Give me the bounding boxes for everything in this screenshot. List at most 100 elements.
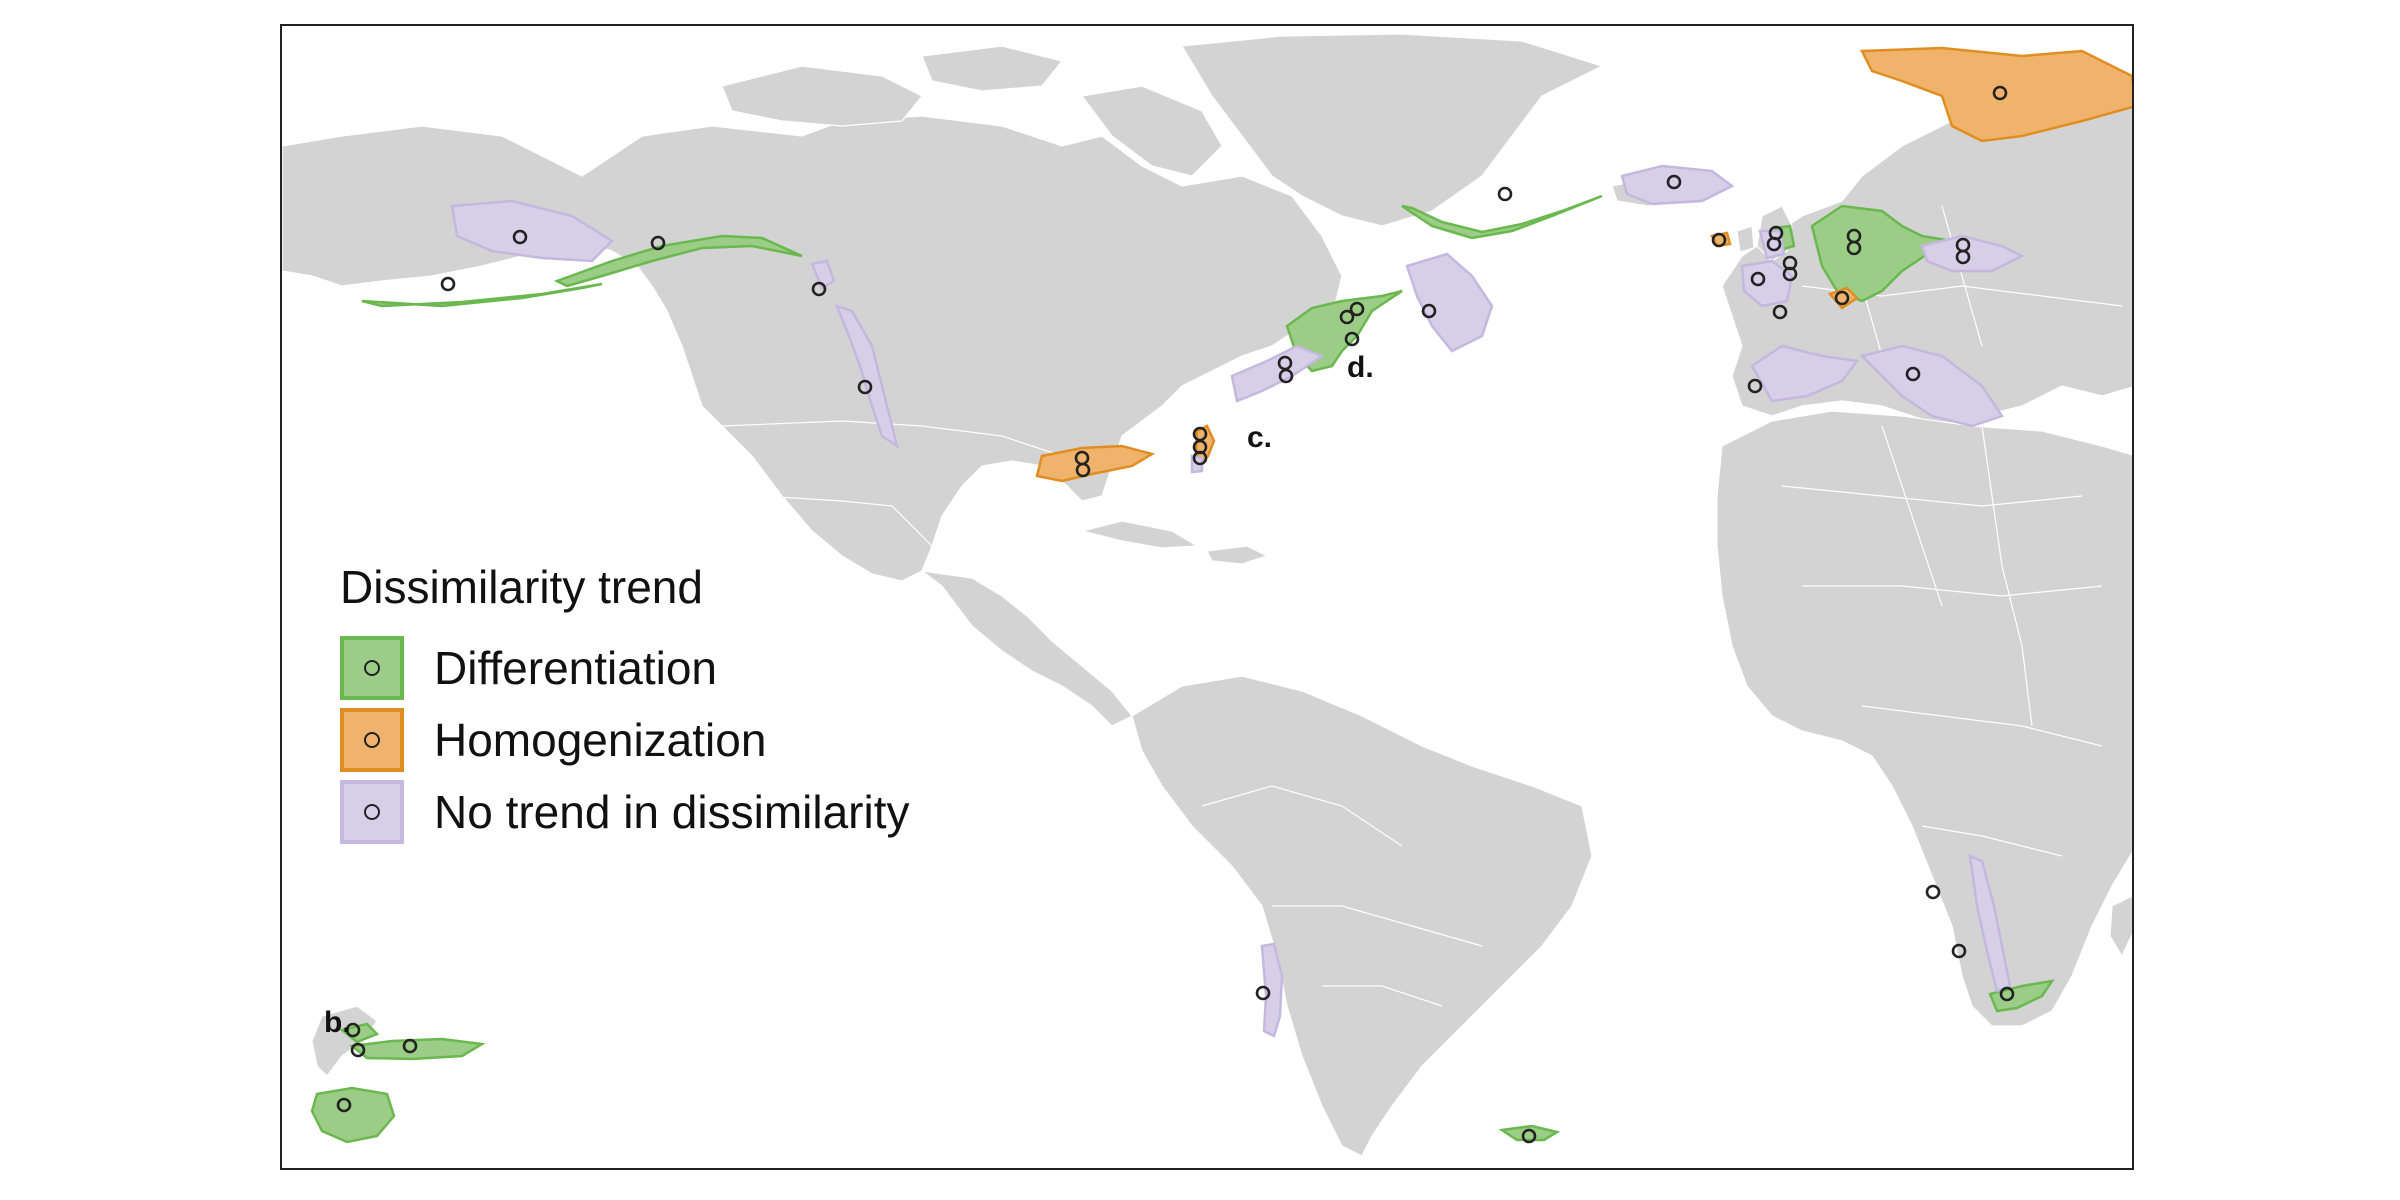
region-newfoundland-shelf [1405,252,1494,353]
border-eu-3 [1941,205,1983,347]
site-no-trend [1955,249,1971,265]
land-central-america [921,570,1133,727]
site-no-trend [1951,943,1967,959]
site-homogenization [1711,232,1727,248]
region-falkland [1498,1124,1561,1142]
legend-key-no-trend [340,780,404,844]
site-no-trend [1278,368,1294,384]
region-baltic [1920,234,2025,273]
land-ireland [1736,225,1755,253]
site-no-trend [811,281,827,297]
region-campbell-plateau [310,1086,396,1144]
border-af-4 [1921,825,2063,857]
land-greenland [1180,33,1604,227]
site-no-trend [1925,884,1941,900]
site-differentiation [1349,301,1365,317]
region-east-greenland [1401,194,1603,240]
land-baffin [1080,85,1223,177]
site-no-trend [1192,450,1208,466]
land-new-zealand [311,1005,378,1077]
legend-item-no-trend: No trend in dissimilarity [340,776,909,848]
country-borders [721,205,2123,1007]
legend: Dissimilarity trend Differentiation Homo… [340,560,909,848]
region-bering-sea [450,199,614,263]
region-mediterranean [1859,344,2004,428]
site-differentiation [336,1097,352,1113]
site-no-trend [1772,304,1788,320]
region-humboldt [1260,942,1284,1038]
site-differentiation [1846,240,1862,256]
region-aleutians [361,282,603,308]
region-northeast-us [1230,344,1325,403]
border-af-6 [1981,425,2033,727]
map-frame: b. c. d. [280,24,2134,1170]
land-africa [1716,410,2132,1027]
region-iberia [1750,344,1860,403]
site-differentiation [1344,331,1360,347]
regions-homogenization [1035,46,2132,483]
land-north-america [282,115,1343,582]
region-gulf-of-st-lawrence [1285,289,1403,373]
legend-label: Differentiation [434,642,717,694]
site-homogenization [1992,85,2008,101]
site-no-trend [1766,236,1782,252]
border-us-canada [721,420,1063,457]
site-no-trend [1905,366,1921,382]
site-no-trend [1747,378,1763,394]
land-arctic-islands-2 [921,45,1064,92]
regions-differentiation [310,194,2055,1144]
border-af-2 [1802,585,2103,597]
site-homogenization [1834,290,1850,306]
site-no-trend [1666,174,1682,190]
region-alaska-seaboard [810,259,836,290]
region-benguela [1968,854,2012,993]
site-homogenization [1075,462,1091,478]
legend-item-homogenization: Homogenization [340,704,909,776]
land-madagascar [2109,895,2132,958]
region-south-africa-agulhas [1988,979,2055,1013]
site-no-trend [1750,271,1766,287]
land-arctic-islands [721,65,923,127]
legend-item-differentiation: Differentiation [340,632,909,704]
land-south-america [1131,675,1593,1157]
region-chatham-rise [348,1037,486,1061]
legend-label: Homogenization [434,714,767,766]
site-differentiation [402,1038,418,1054]
site-differentiation [1521,1128,1537,1144]
panel-label-c: c. [1247,421,1273,454]
region-california-current [834,303,899,449]
site-differentiation [1339,309,1355,325]
site-differentiation [350,1042,366,1058]
site-no-trend [857,379,873,395]
region-iceland-shelf [1620,164,1735,206]
border-af-1 [1781,485,2083,507]
site-markers [336,85,2015,1144]
border-us-mexico [761,495,933,547]
legend-key-differentiation [340,636,404,700]
border-sa-1 [1201,785,1403,847]
land-hispaniola [1206,545,1269,565]
border-sa-3 [1322,985,1443,1007]
legend-title: Dissimilarity trend [340,561,703,613]
regions-no-trend [450,164,2025,1038]
panel-label-d: d. [1347,351,1374,384]
world-map [282,33,2132,1157]
legend-label: No trend in dissimilarity [434,786,910,838]
site-differentiation [345,1022,361,1038]
site-differentiation [1999,986,2015,1002]
site-no-trend [1255,985,1271,1001]
border-sa-2 [1272,905,1483,947]
region-barents-sea [1860,46,2132,143]
region-gulf-of-mexico [1035,444,1156,483]
site-differentiation [440,276,456,292]
site-no-trend [1421,303,1437,319]
site-differentiation [1497,186,1513,202]
site-differentiation [650,235,666,251]
border-af-5 [1881,425,1943,607]
border-af-3 [1861,705,2103,747]
panel-label-b: b. [324,1006,351,1039]
site-no-trend [1782,266,1798,282]
region-celtic-sea [1740,259,1794,308]
land-cuba [1081,520,1199,549]
legend-key-homogenization [340,708,404,772]
